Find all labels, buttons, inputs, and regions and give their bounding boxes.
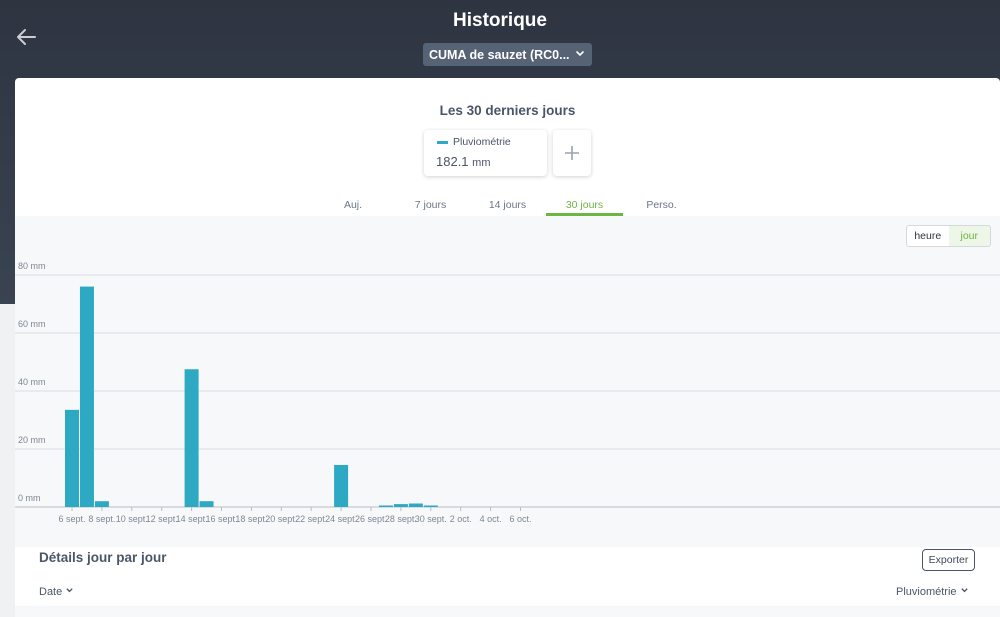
chart-area: 0 mm 20 mm 40 mm 60 mm 80 mm 6 sept. 8 sept. 10…: [15, 216, 1000, 547]
x-tick-label: 6 oct.: [509, 514, 531, 524]
metric-unit: mm: [472, 157, 491, 169]
metric-color-swatch: [437, 141, 448, 144]
x-tick-label: 14 sept.: [176, 514, 208, 524]
metric-card-pluviometrie[interactable]: Pluviométrie 182.1 mm: [424, 130, 547, 176]
rain-bar: [334, 464, 349, 507]
toggle-day[interactable]: jour: [948, 226, 990, 246]
details-title: Détails jour par jour: [39, 550, 167, 565]
chevron-down-icon: [960, 588, 968, 593]
x-tick-label: 10 sept.: [116, 514, 148, 524]
toggle-hour[interactable]: heure: [914, 230, 942, 242]
x-tick-label: 24 sept.: [325, 514, 357, 524]
y-tick-label: 80 mm: [18, 261, 46, 271]
plus-icon: [565, 146, 579, 160]
sort-by-pluviometrie[interactable]: Pluviométrie: [896, 586, 969, 598]
page-title: Historique: [453, 10, 547, 31]
y-tick-label: 20 mm: [18, 435, 46, 445]
station-select[interactable]: CUMA de sauzet (RC0...: [423, 43, 592, 66]
x-tick-label: 6 sept.: [58, 514, 85, 524]
table-header-strip: [15, 606, 1000, 617]
column-pluviometrie-label: Pluviométrie: [896, 586, 957, 598]
x-tick-label: 22 sept.: [295, 514, 327, 524]
tab-custom[interactable]: Perso.: [646, 199, 677, 211]
granularity-toggle: heure jour: [906, 225, 991, 247]
metric-name: Pluviométrie: [453, 136, 511, 148]
rain-bar: [378, 505, 393, 507]
sort-by-date[interactable]: Date: [39, 586, 74, 598]
period-title: Les 30 derniers jours: [439, 103, 576, 118]
add-metric-button[interactable]: [553, 130, 591, 176]
y-tick-label: 40 mm: [18, 377, 46, 387]
chevron-down-icon: [66, 588, 73, 593]
tab-14-days[interactable]: 14 jours: [488, 199, 527, 211]
x-tick-label: 18 sept.: [235, 514, 267, 524]
rain-bar: [408, 503, 423, 507]
rain-bar: [393, 504, 408, 507]
period-tabs: Auj. 7 jours 14 jours 30 jours Perso.: [15, 194, 1000, 216]
chevron-down-icon: [576, 51, 584, 57]
metric-value: 182.1: [436, 154, 469, 169]
history-card: Les 30 derniers jours Pluviométrie 182.1…: [15, 78, 1000, 617]
y-tick-label: 0 mm: [18, 493, 41, 503]
column-date-label: Date: [39, 586, 63, 598]
rainfall-chart: 0 mm 20 mm 40 mm 60 mm 80 mm 6 sept. 8 sept. 10…: [15, 261, 1000, 524]
rain-bar: [94, 501, 109, 507]
tab-today[interactable]: Auj.: [343, 199, 363, 211]
x-tick-label: 8 sept.: [88, 514, 115, 524]
x-tick-label: 28 sept.: [385, 514, 417, 524]
x-tick-label: 12 sept.: [146, 514, 178, 524]
y-tick-label: 60 mm: [18, 319, 46, 329]
x-tick-label: 20 sept.: [265, 514, 297, 524]
rain-bar: [65, 409, 79, 507]
rain-bar: [79, 286, 94, 507]
x-tick-label: 2 oct.: [450, 514, 472, 524]
station-select-label: CUMA de sauzet (RC0...: [429, 47, 570, 62]
export-button[interactable]: Exporter: [922, 549, 975, 571]
metric-total: 182.1 mm: [436, 154, 491, 169]
x-tick-label: 16 sept.: [205, 514, 237, 524]
rain-bar: [184, 369, 199, 507]
rain-bar: [423, 505, 438, 507]
x-tick-label: 4 oct.: [480, 514, 502, 524]
tab-7-days[interactable]: 7 jours: [414, 199, 447, 211]
arrow-left-icon: [17, 29, 36, 45]
rain-bar: [199, 501, 214, 507]
back-button[interactable]: [14, 24, 40, 50]
tab-30-days[interactable]: 30 jours: [546, 194, 623, 216]
x-tick-label: 26 sept.: [355, 514, 387, 524]
x-tick-label: 30 sept.: [415, 514, 447, 524]
